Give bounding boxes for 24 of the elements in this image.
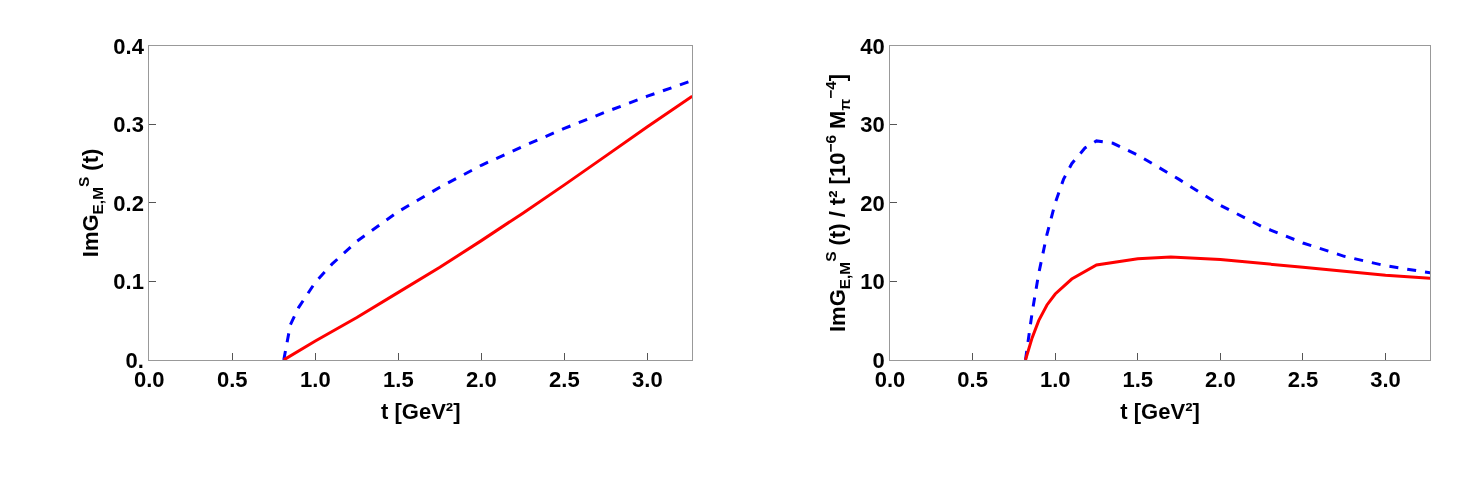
x-tick-label: 2.5 — [549, 367, 580, 393]
x-tick-label: 0.5 — [957, 367, 988, 393]
x-tick-label: 3.0 — [632, 367, 663, 393]
y-tick-label: 0.4 — [113, 33, 145, 59]
y-tick-label: 0.3 — [113, 112, 144, 138]
x-tick-label: 2.5 — [1287, 367, 1319, 393]
x-axis-title: t [GeV²] — [381, 399, 461, 425]
x-tick-label: 1.0 — [300, 367, 331, 393]
y-tick-label: 40 — [860, 33, 885, 59]
y-tick-label: 10 — [860, 269, 885, 295]
x-tick-label: 1.5 — [383, 367, 414, 393]
x-tick-label: 2.0 — [1205, 367, 1236, 393]
line-series — [1023, 255, 1431, 360]
x-tick-label: 1.0 — [1039, 367, 1071, 393]
line-series — [1023, 139, 1431, 360]
x-tick-label: 1.5 — [1122, 367, 1154, 393]
y-tick-label: 0.2 — [113, 190, 144, 216]
x-axis-title: t [GeV²] — [1120, 399, 1200, 425]
y-tick-label: 20 — [860, 190, 885, 216]
y-tick-label: 0.1 — [113, 269, 144, 295]
x-tick-label: 0.5 — [217, 367, 248, 393]
y-tick-label: 30 — [860, 112, 885, 138]
x-tick-label: 3.0 — [1370, 367, 1401, 393]
x-tick-label: 2.0 — [466, 367, 497, 393]
